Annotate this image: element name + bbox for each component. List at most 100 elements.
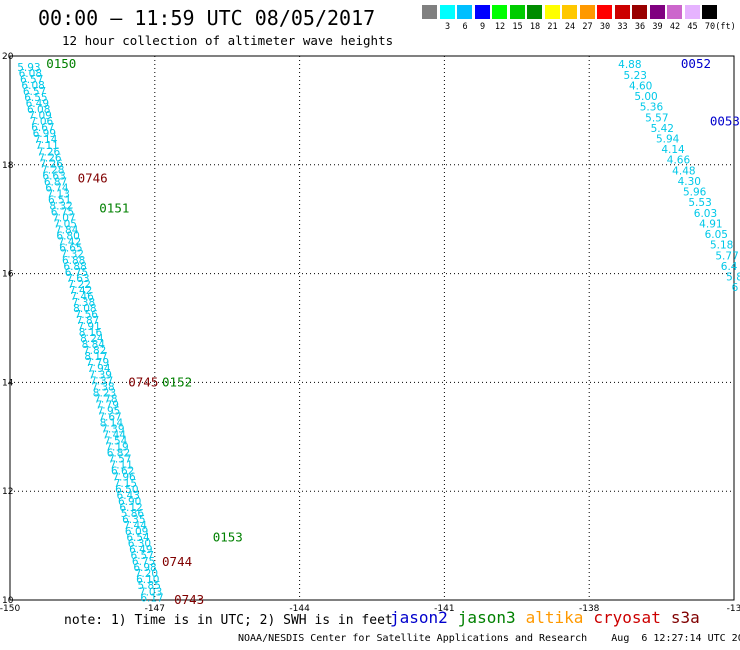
wave-height-value: 6.75 (132, 556, 155, 568)
wave-height-value: 8.14 (100, 417, 124, 429)
scale-swatch (527, 5, 542, 19)
wave-height-value: 6.50 (115, 484, 138, 496)
scale-tick-label: 33 (617, 22, 628, 32)
wave-height-value: 7.91 (77, 321, 100, 333)
wave-height-value: 6.49 (26, 98, 49, 110)
wave-height-value: 5.23 (624, 70, 647, 82)
legend-entry-cryosat: cryosat (593, 608, 661, 627)
pass-time-label: 0150 (46, 56, 76, 71)
scale-tick-label: 9 (479, 22, 486, 32)
wave-height-value: 6.67 (31, 122, 54, 134)
scale-swatch (492, 5, 507, 19)
wave-height-value: 5.36 (640, 102, 664, 114)
scale-tick-label: 36 (634, 22, 646, 32)
wave-height-value: 7.22 (68, 279, 91, 291)
wave-height-value: 7.67 (98, 411, 121, 423)
wave-height-value: 5.42 (651, 123, 674, 135)
wave-height-value: 7.87 (76, 315, 99, 327)
wave-height-value: 7.26 (38, 152, 62, 164)
wave-height-value: 7.07 (52, 213, 75, 225)
wave-height-value: 6.62 (111, 466, 134, 478)
wave-height-value: 5.86 (121, 508, 145, 520)
wave-height-value: 5.93 (17, 62, 40, 74)
wave-height-value: 6.51 (48, 194, 71, 206)
scale-tick-label: 12 (494, 22, 506, 32)
wave-height-value: 6.82 (107, 448, 130, 460)
wave-height-value: 6.87 (44, 176, 67, 188)
map-title: 00:00 – 11:59 UTC 08/05/2017 (38, 6, 376, 30)
wave-height-value: 7.46 (70, 291, 94, 303)
wave-height-value: 8.84 (82, 339, 106, 351)
pass-time-label: 0052 (681, 56, 711, 71)
scale-tick-label: 21 (547, 22, 558, 32)
scale-swatch (509, 5, 525, 19)
wave-height-value: 7.11 (35, 140, 58, 152)
lat-tick-label: 20 (2, 52, 14, 62)
wave-height-value: 7.79 (96, 399, 119, 411)
wave-height-value: 7.82 (83, 345, 106, 357)
wave-height-value: 8.08 (73, 303, 96, 315)
wave-height-value: 5.96 (683, 187, 707, 199)
scale-tick-label: 18 (529, 22, 541, 32)
wave-height-value: 6.08 (27, 104, 50, 116)
wave-height-value: 5.53 (688, 197, 711, 209)
wave-height-value: 7.44 (124, 520, 148, 532)
wave-height-value: 7.63 (66, 273, 89, 285)
pass-time-label: 0743 (174, 592, 204, 607)
legend-entry-jason3: jason3 (457, 608, 516, 627)
wave-height-value: 6.49 (129, 544, 152, 556)
wave-height-value: 7.09 (28, 110, 51, 122)
wave-height-value: 7.26 (40, 158, 64, 170)
lon-tick-label: -147 (145, 604, 165, 614)
wave-height-value: 7.95 (97, 405, 120, 417)
map-subtitle: 12 hour collection of altimeter wave hei… (62, 33, 394, 48)
wave-height-value: 8.23 (93, 387, 116, 399)
wave-height-value: 6.09 (125, 526, 148, 538)
lat-tick-label: 14 (2, 378, 14, 388)
scale-swatch (702, 5, 717, 19)
scale-tick-label: 39 (652, 22, 663, 32)
wave-height-value: 6.17 (140, 592, 163, 604)
pass-time-label: 0744 (162, 554, 192, 569)
lon-tick-label: -144 (289, 604, 310, 614)
scale-tick-label: 45 (687, 22, 698, 32)
scale-tick-label: 15 (512, 22, 523, 32)
wave-height-value: 5.8 (726, 272, 740, 284)
legend-entry-s3a: s3a (670, 608, 700, 627)
wave-height-value: 4.88 (618, 59, 641, 71)
wave-height-value: 8.16 (79, 327, 103, 339)
wave-height-value: 5.00 (634, 91, 657, 103)
wave-height-value: 4.14 (661, 144, 685, 156)
scale-tick-label: 42 (669, 22, 681, 32)
scale-tick-label: 3 (444, 22, 451, 32)
wave-height-value: 7.42 (58, 237, 81, 249)
footnote: note: 1) Time is in UTC; 2) SWH is in fe… (64, 613, 393, 628)
wave-height-value: 6.4 (721, 261, 738, 273)
scale-tick-label: 6 (462, 22, 468, 32)
scale-swatch (474, 5, 490, 19)
lon-tick-label: -138 (579, 604, 600, 614)
wave-height-value: 7.28 (41, 164, 64, 176)
credit-line: NOAA/NESDIS Center for Satellite Applica… (238, 633, 740, 644)
pass-time-label: 0153 (213, 529, 243, 544)
wave-height-value: 7.96 (112, 472, 136, 484)
wave-height-value: 5.94 (656, 134, 680, 146)
wave-height-value: 6.08 (19, 68, 42, 80)
wave-height-value: 6.05 (705, 229, 728, 241)
satellite-legend: jason2 jason3 altika cryosat s3a (390, 608, 710, 627)
wave-height-value: 5.85 (138, 580, 161, 592)
wave-height-value: 6.74 (45, 182, 69, 194)
scale-swatch (562, 5, 577, 19)
lat-tick-label: 10 (2, 596, 14, 606)
scale-swatch (614, 5, 630, 19)
wave-height-value: 7.38 (91, 381, 114, 393)
wave-height-value: 4.48 (672, 165, 695, 177)
wave-height-value: 5.57 (645, 112, 668, 124)
wave-height-value: 7.54 (104, 436, 128, 448)
wave-height-value: 6.99 (33, 128, 56, 140)
wave-height-value: 7.78 (94, 393, 117, 405)
wave-height-value: 7.13 (47, 188, 70, 200)
wave-height-value: 7.44 (103, 430, 127, 442)
wave-height-value: 6.88 (63, 261, 86, 273)
wave-height-value: 6.30 (128, 538, 151, 550)
